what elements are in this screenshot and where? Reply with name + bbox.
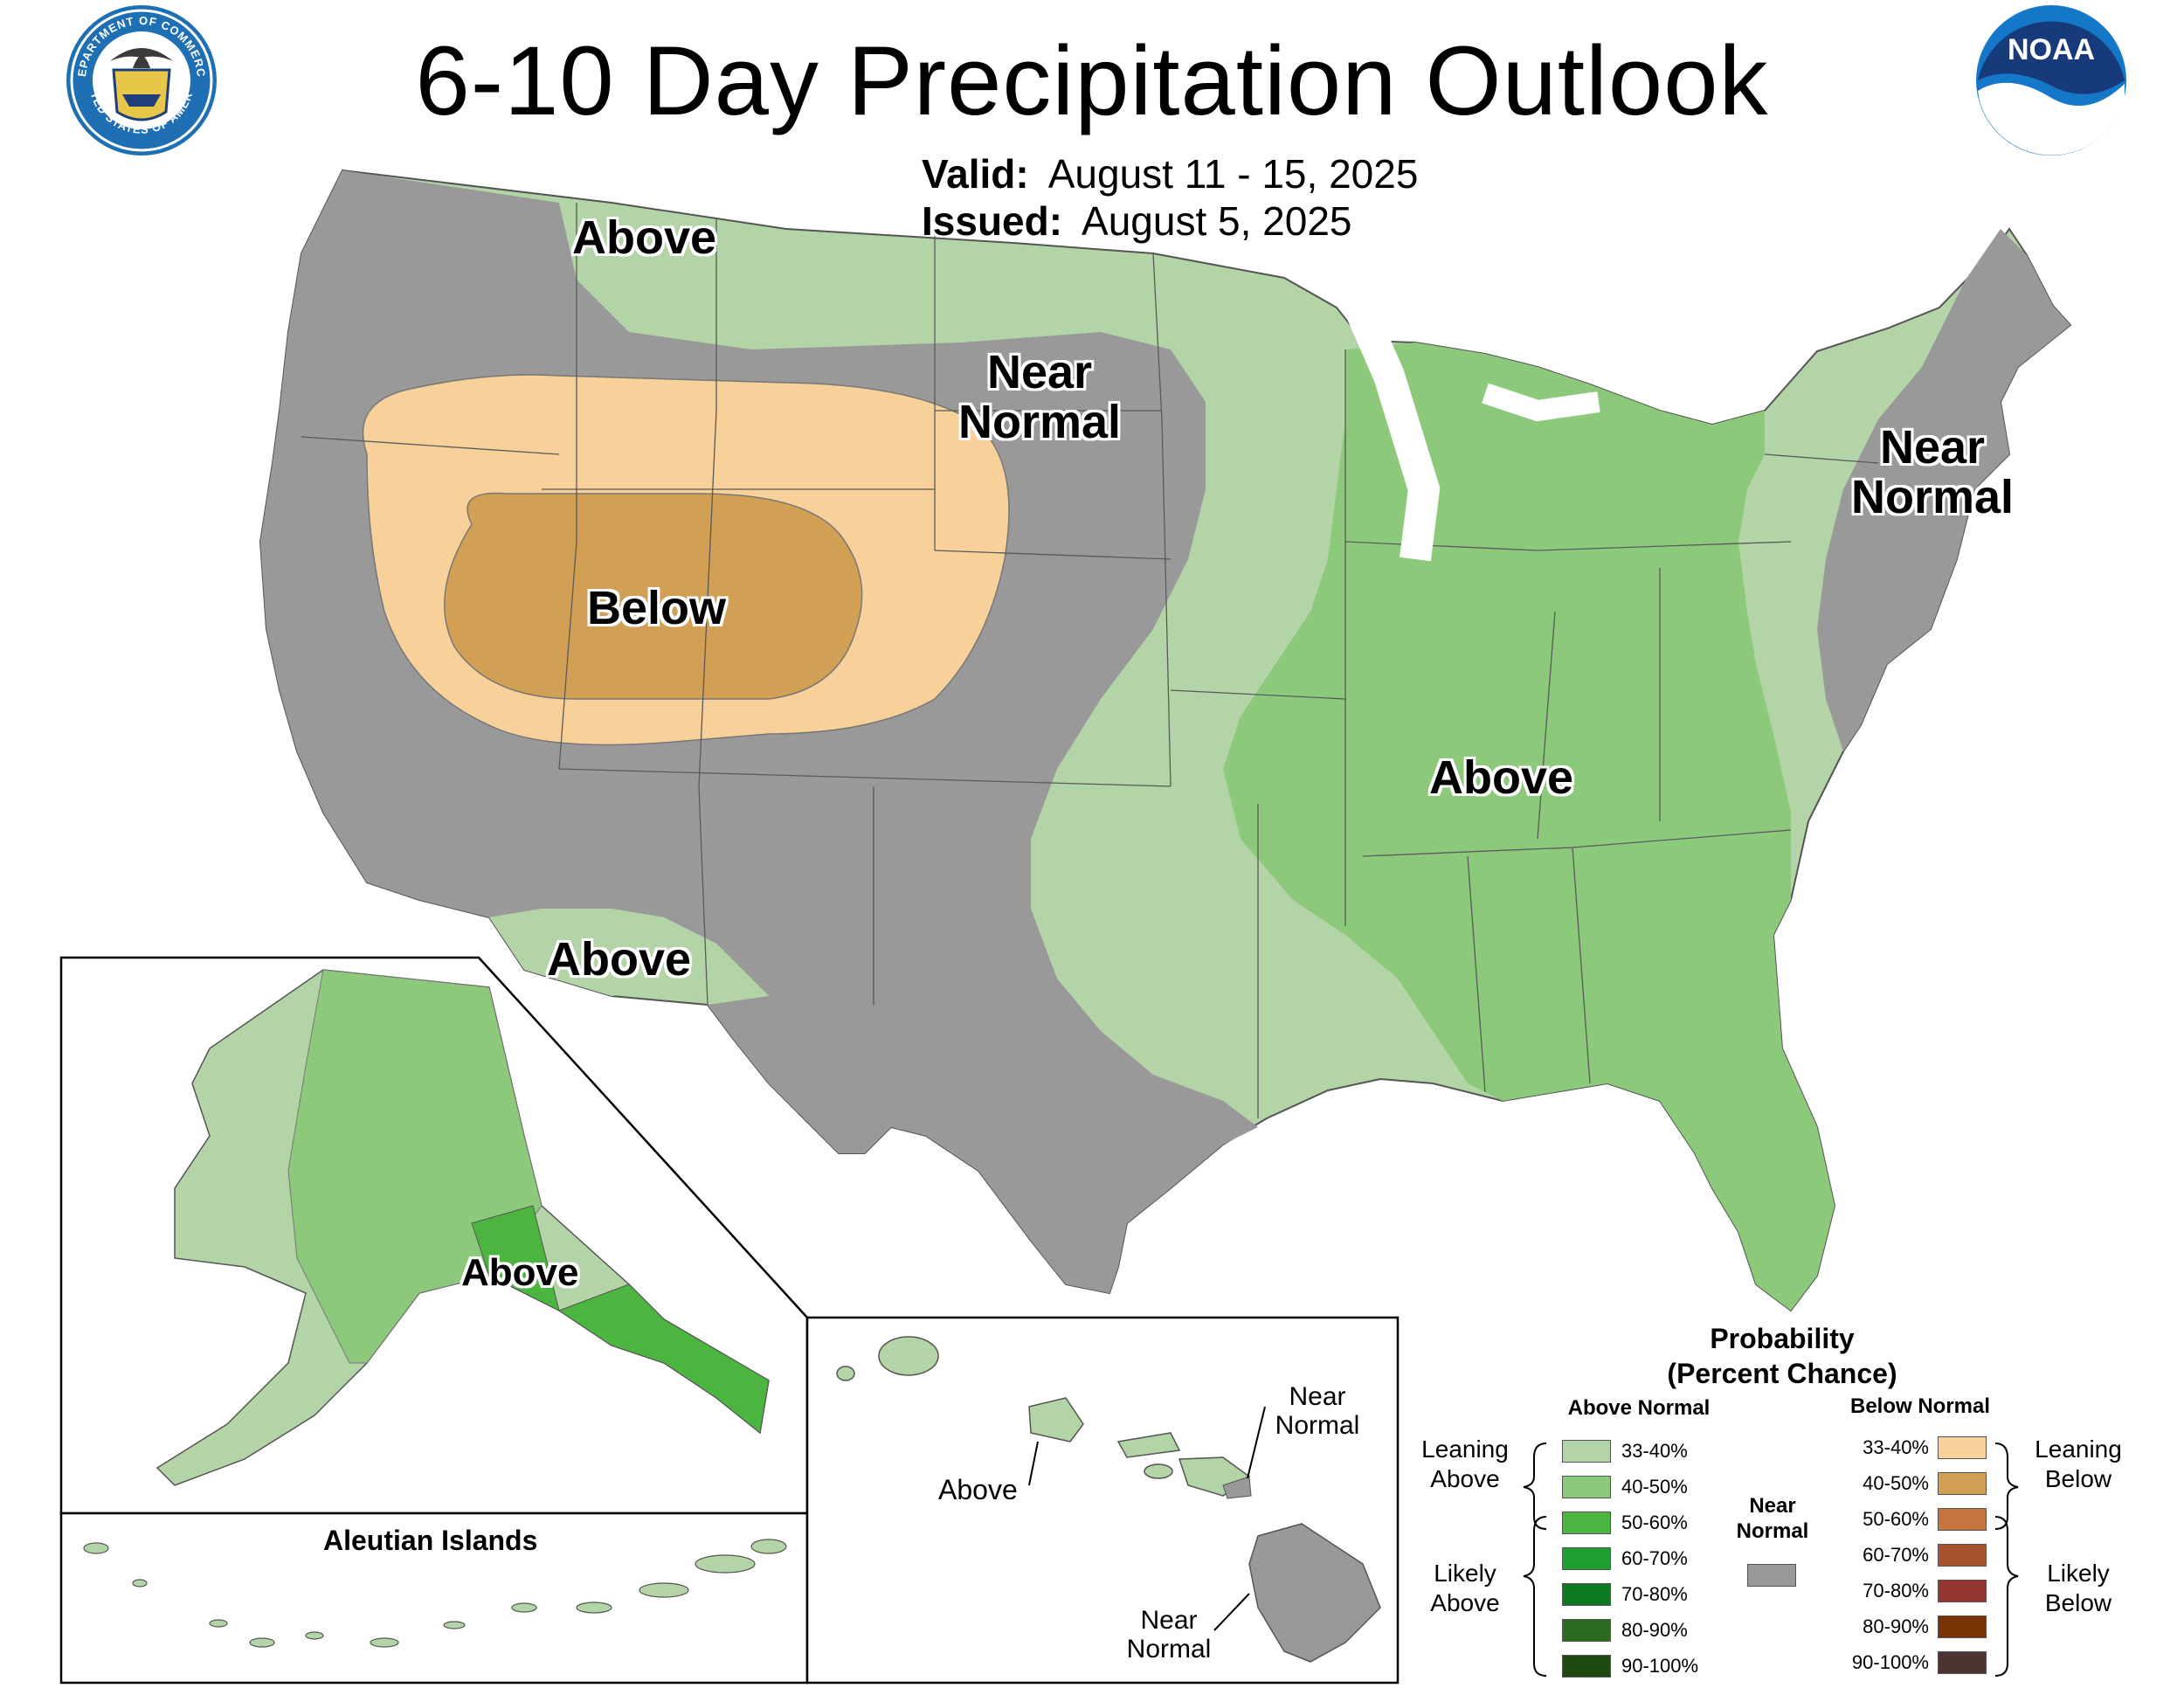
legend-below-range: 80-90% — [1863, 1615, 1929, 1637]
legend-above-swatch — [1562, 1440, 1611, 1463]
conus-near-normal-northeast — [1817, 229, 2070, 751]
conus-above-southwest — [489, 909, 769, 1005]
label-near-normal-northeast: Near Normal — [1850, 421, 2015, 523]
page-title: 6-10 Day Precipitation Outlook — [415, 26, 1769, 135]
legend-below-range: 90-100% — [1851, 1651, 1929, 1673]
alaska-inset — [59, 956, 809, 1515]
legend-above-range: 50-60% — [1621, 1512, 1688, 1533]
svg-text:NOAA: NOAA — [2008, 33, 2095, 66]
conus-above-40-50-east — [1223, 342, 1835, 1311]
label-hawaii-near-normal-bigisland: Near Normal — [1126, 1606, 1212, 1664]
legend-likely-below: Likely Below — [2044, 1560, 2112, 1616]
legend-above-range: 33-40% — [1621, 1440, 1688, 1462]
commerce-seal-logo: DEPARTMENT OF COMMERCE UNITED STATES OF … — [0, 0, 217, 156]
legend-above-swatch — [1562, 1583, 1611, 1606]
issued-value: August 5, 2025 — [1082, 198, 1352, 244]
label-hawaii-above: Above — [938, 1474, 1018, 1505]
legend-leaning-above: Leaning Above — [1421, 1435, 1509, 1492]
conus-map — [259, 169, 2072, 1312]
legend-likely-above: Likely Above — [1430, 1560, 1500, 1616]
legend-title-line2: (Percent Chance) — [1667, 1358, 1897, 1389]
issued-row: Issued: August 5, 2025 — [922, 197, 1352, 245]
noaa-logo: NOAA — [1976, 5, 2126, 156]
legend-brackets — [1523, 1442, 2019, 1677]
label-hawaii-near-normal-east: Near Normal — [1275, 1382, 1360, 1440]
legend-above-range: 70-80% — [1621, 1583, 1688, 1605]
legend-below-swatch — [1938, 1508, 1987, 1531]
label-below: Below — [587, 582, 727, 634]
hawaii-inset — [805, 1316, 1400, 1685]
valid-label: Valid: — [922, 151, 1029, 197]
legend-below-range: 70-80% — [1863, 1580, 1929, 1602]
legend-above-range: 40-50% — [1621, 1476, 1688, 1498]
legend-above-range: 80-90% — [1621, 1619, 1688, 1641]
label-near-normal-north: Near Normal — [957, 346, 1122, 448]
legend-below-swatch — [1938, 1580, 1987, 1602]
legend-above-swatch — [1562, 1619, 1611, 1642]
legend-near-normal-label: Near Normal — [1736, 1494, 1809, 1543]
legend-below-range: 33-40% — [1863, 1436, 1929, 1458]
conus-below-40-50 — [444, 492, 863, 700]
valid-row: Valid: August 11 - 15, 2025 — [922, 150, 1418, 197]
legend-above-range: 90-100% — [1621, 1655, 1699, 1677]
legend-above-range: 60-70% — [1621, 1547, 1688, 1569]
issued-label: Issued: — [922, 198, 1063, 244]
legend-near-normal-swatch — [1747, 1564, 1796, 1587]
legend-above-swatch — [1562, 1547, 1611, 1570]
legend-below-header: Below Normal — [1849, 1394, 1991, 1418]
legend-below-swatch — [1938, 1472, 1987, 1495]
legend-title-line1: Probability — [1710, 1323, 1855, 1354]
legend-above-swatch — [1562, 1655, 1611, 1678]
legend-below-swatch — [1938, 1544, 1987, 1567]
legend-below-range: 40-50% — [1863, 1472, 1929, 1494]
legend-above-swatch — [1562, 1476, 1611, 1498]
label-above-southwest: Above — [547, 933, 692, 986]
label-above-north: Above — [572, 211, 717, 264]
legend-below-swatch — [1938, 1615, 1987, 1638]
label-aleutian-islands: Aleutian Islands — [323, 1525, 538, 1556]
legend-above-header: Above Normal — [1567, 1396, 1711, 1420]
legend-above-swatch — [1562, 1512, 1611, 1534]
label-above-east: Above — [1429, 751, 1574, 804]
alaska-above-50-60 — [471, 1205, 770, 1434]
legend-below-range: 60-70% — [1863, 1544, 1929, 1566]
valid-value: August 11 - 15, 2025 — [1047, 151, 1419, 197]
label-alaska-above: Above — [461, 1251, 579, 1294]
legend-below-swatch — [1938, 1436, 1987, 1459]
legend-below-range: 50-60% — [1863, 1508, 1929, 1530]
legend-leaning-below: Leaning Below — [2035, 1435, 2122, 1492]
legend-below-swatch — [1938, 1651, 1987, 1674]
